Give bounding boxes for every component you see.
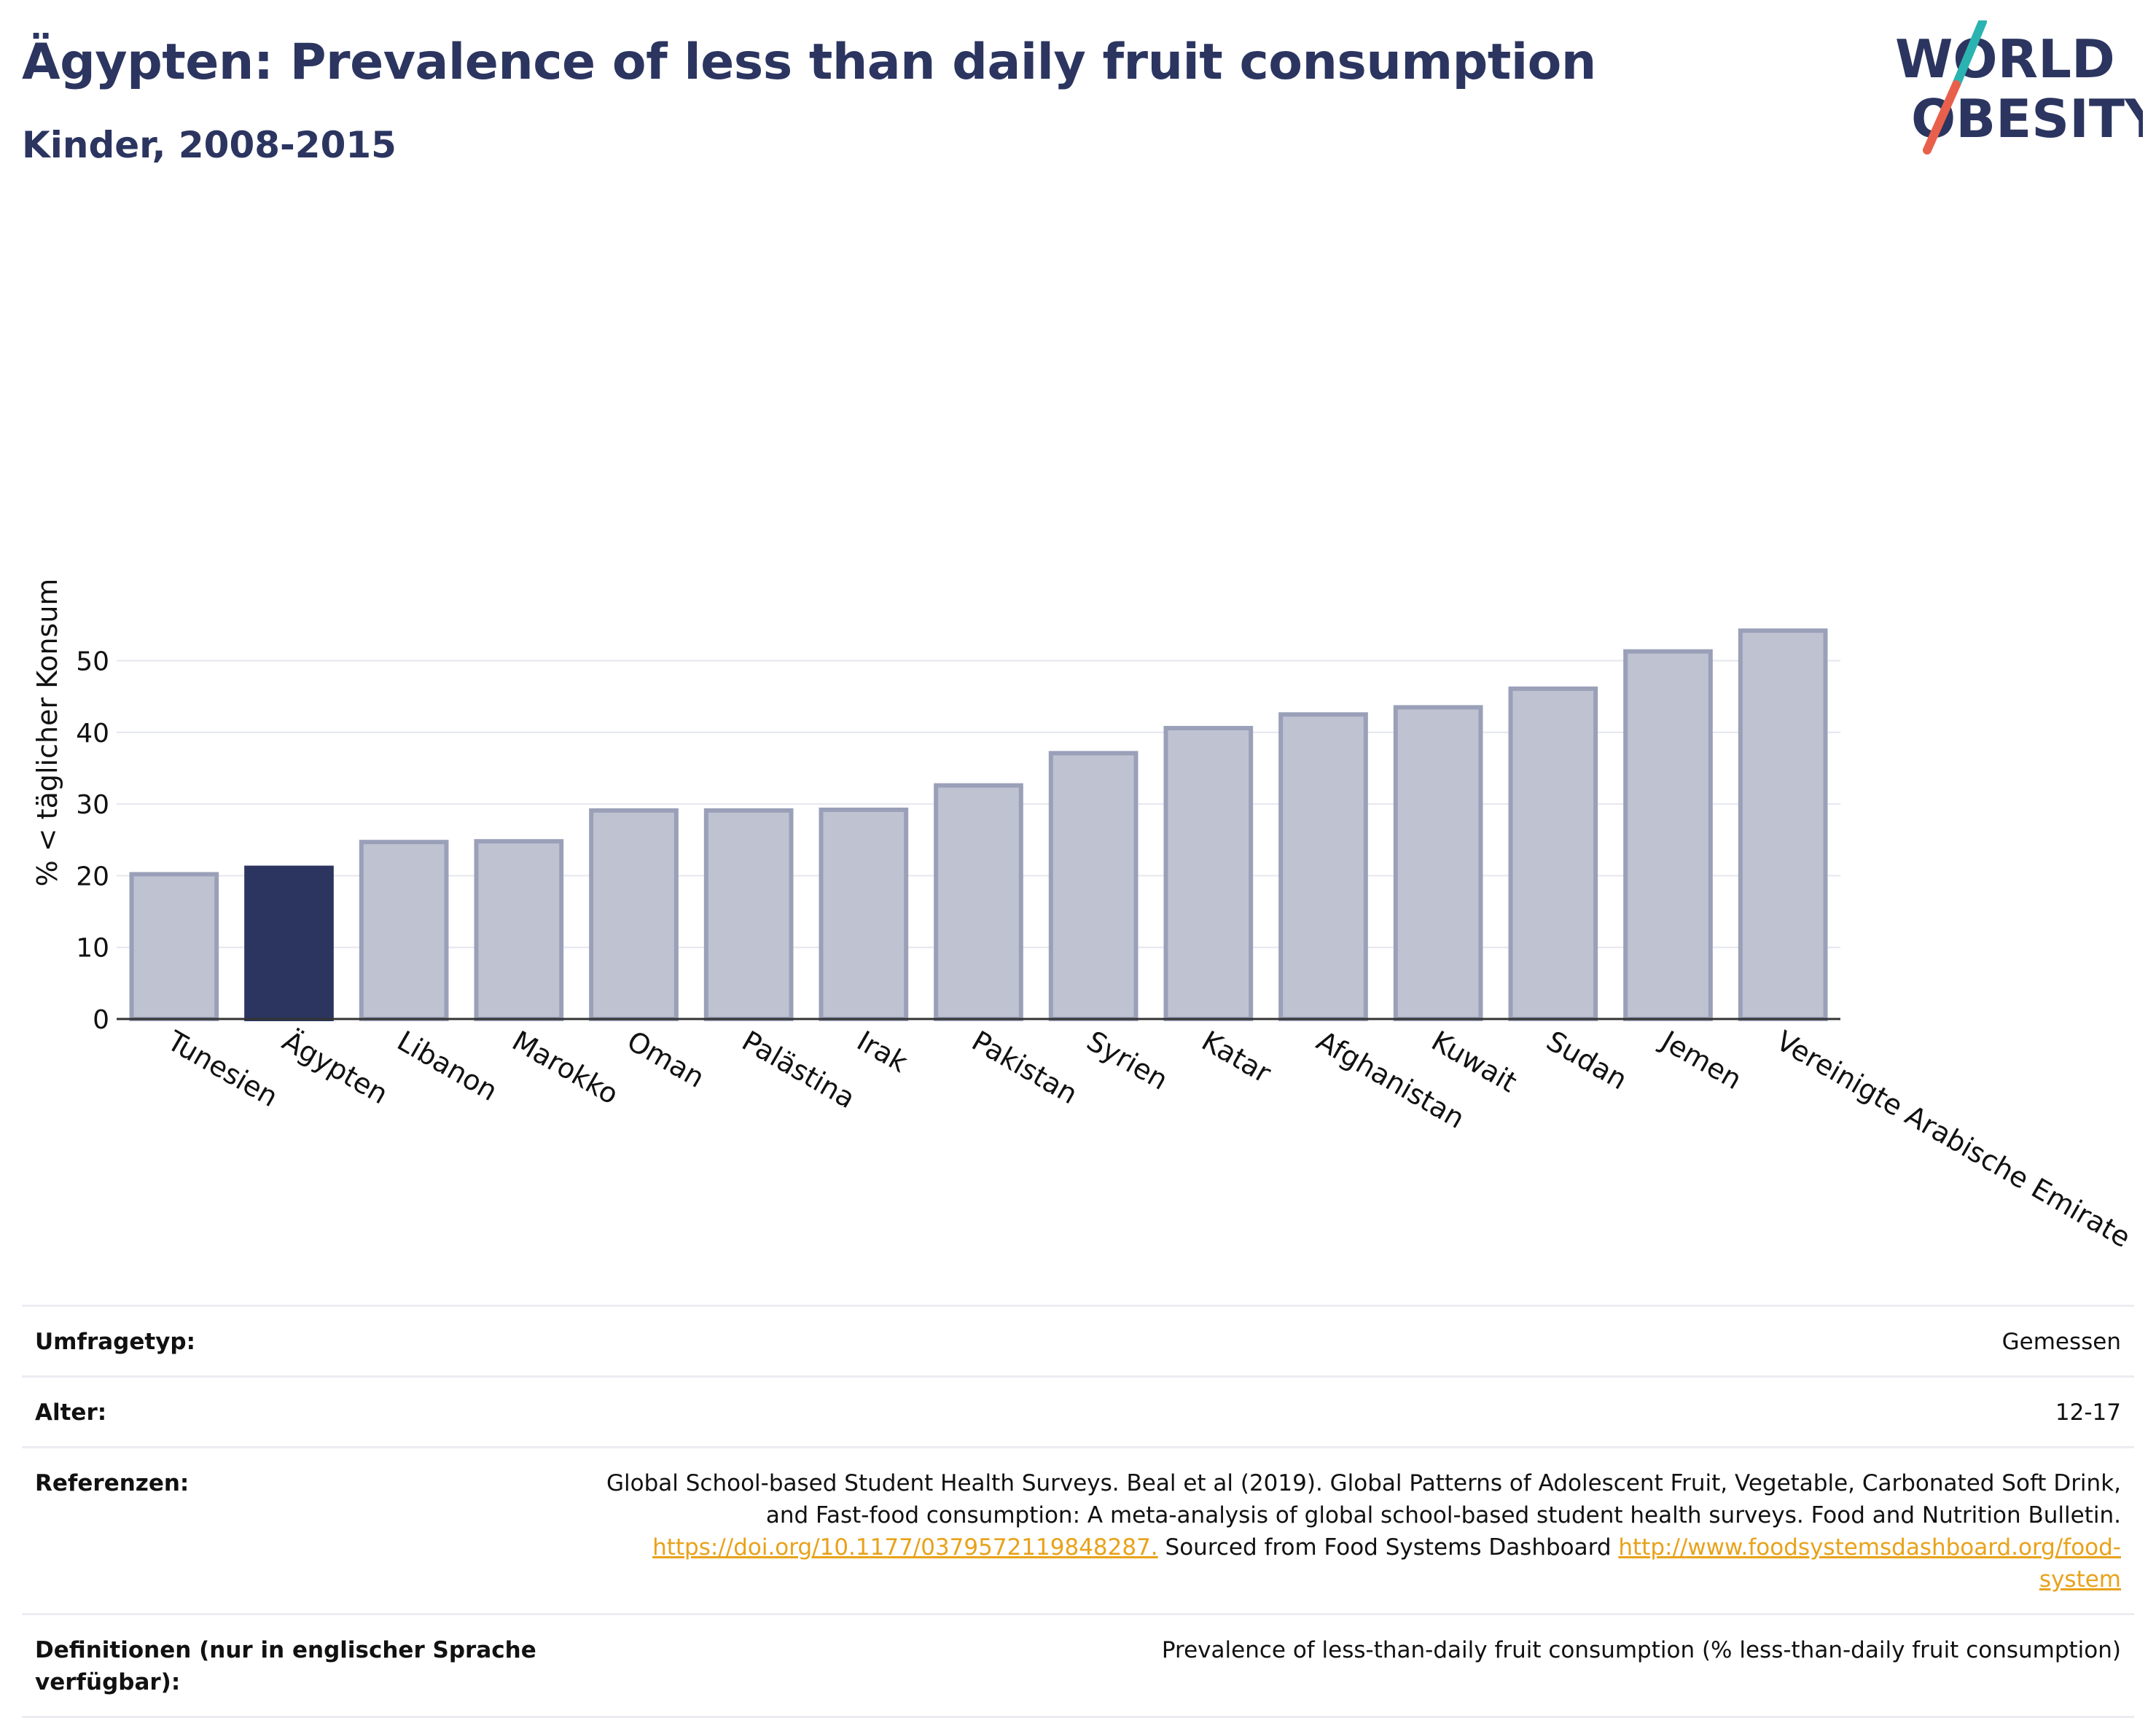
bar-agypten[interactable] <box>244 865 334 1022</box>
bar-tunesien[interactable] <box>129 872 219 1021</box>
info-value-references: Global School-based Student Health Surve… <box>545 1467 2121 1596</box>
info-row-references: Referenzen: Global School-based Student … <box>22 1446 2134 1613</box>
x-tick-label-syrien: Syrien <box>1082 1025 1173 1096</box>
info-value-definitions: Prevalence of less-than-daily fruit cons… <box>1161 1637 2121 1663</box>
food-systems-dashboard-link[interactable]: http://www.foodsystemsdashboard.org/food… <box>1618 1534 2121 1561</box>
x-tick-label-vereinigte-arabische-emirate: Vereinigte Arabische Emirate <box>1771 1025 2136 1254</box>
x-tick-label-libanon: Libanon <box>392 1025 503 1107</box>
x-tick-label-marokko: Marokko <box>507 1025 624 1111</box>
chart-subtitle: Kinder, 2008-2015 <box>22 124 397 166</box>
chart-title: Ägypten: Prevalence of less than daily f… <box>22 34 1596 91</box>
x-tick-label-jemen: Jemen <box>1655 1024 1747 1096</box>
bars <box>129 628 1828 1022</box>
y-tick-label-40: 40 <box>76 719 109 749</box>
doi-link[interactable]: https://doi.org/10.1177/0379572119848287… <box>652 1534 1158 1561</box>
y-tick-label-10: 10 <box>76 934 109 964</box>
bar-jemen[interactable] <box>1623 649 1713 1021</box>
info-label-survey-type: Umfragetyp: <box>35 1329 195 1355</box>
bar-vereinigte-arabische-emirate[interactable] <box>1738 628 1828 1021</box>
reference-sourced-text: Sourced from Food Systems Dashboard <box>1157 1534 1619 1561</box>
info-label-references: Referenzen: <box>35 1470 190 1496</box>
bar-kuwait[interactable] <box>1393 705 1483 1022</box>
reference-text-line1: Global School-based Student Health Surve… <box>606 1470 2121 1496</box>
x-tick-label-sudan: Sudan <box>1541 1025 1633 1096</box>
bar-katar[interactable] <box>1163 725 1254 1021</box>
bar-afghanistan[interactable] <box>1278 712 1368 1021</box>
info-label-definitions: Definitionen (nur in englischer Sprache v… <box>35 1637 536 1695</box>
y-tick-label-20: 20 <box>76 862 109 891</box>
bar-palastina[interactable] <box>703 808 794 1022</box>
y-tick-label-30: 30 <box>76 790 109 820</box>
info-row-survey-type: Umfragetyp: Gemessen <box>22 1305 2134 1375</box>
y-tick-labels: 0 10 20 30 40 50 <box>76 647 109 1036</box>
y-axis-label: % < täglicher Konsum <box>31 579 63 887</box>
reference-text-line2: and Fast-food consumption: A meta-analys… <box>765 1502 2121 1528</box>
bar-syrien[interactable] <box>1048 751 1138 1021</box>
info-table: Umfragetyp: Gemessen Alter: 12-17 Refere… <box>22 1305 2134 1718</box>
info-value-age: 12-17 <box>2055 1399 2121 1426</box>
y-tick-label-0: 0 <box>93 1005 109 1035</box>
x-tick-label-agypten: Ägypten <box>277 1025 394 1111</box>
x-tick-label-pakistan: Pakistan <box>966 1025 1083 1111</box>
logo-slash-teal-icon <box>1952 20 1987 89</box>
bar-oman[interactable] <box>589 808 679 1022</box>
world-obesity-logo: WORLD OBESITY <box>1895 20 2143 155</box>
x-tick-label-palastina: Palästina <box>737 1025 861 1115</box>
info-row-age: Alter: 12-17 <box>22 1375 2134 1446</box>
logo-slash-coral-icon <box>1923 80 1961 155</box>
bar-libanon[interactable] <box>359 840 449 1021</box>
info-label-age: Alter: <box>35 1399 107 1426</box>
bar-marokko[interactable] <box>474 839 564 1021</box>
x-tick-label-kuwait: Kuwait <box>1426 1025 1523 1099</box>
x-tick-label-oman: Oman <box>622 1025 710 1094</box>
bar-sudan[interactable] <box>1508 686 1598 1021</box>
food-systems-dashboard-link-continued[interactable]: system <box>2039 1566 2121 1593</box>
info-value-survey-type: Gemessen <box>2001 1329 2121 1355</box>
x-tick-label-irak: Irak <box>851 1025 913 1079</box>
x-tick-label-tunesien: Tunesien <box>161 1024 283 1113</box>
logo-word-world: WORLD <box>1895 28 2115 90</box>
info-row-definitions: Definitionen (nur in englischer Sprache v… <box>22 1613 2134 1718</box>
bar-pakistan[interactable] <box>934 783 1023 1021</box>
y-tick-label-50: 50 <box>76 647 109 677</box>
x-tick-label-katar: Katar <box>1196 1025 1276 1090</box>
bar-irak[interactable] <box>819 807 909 1021</box>
